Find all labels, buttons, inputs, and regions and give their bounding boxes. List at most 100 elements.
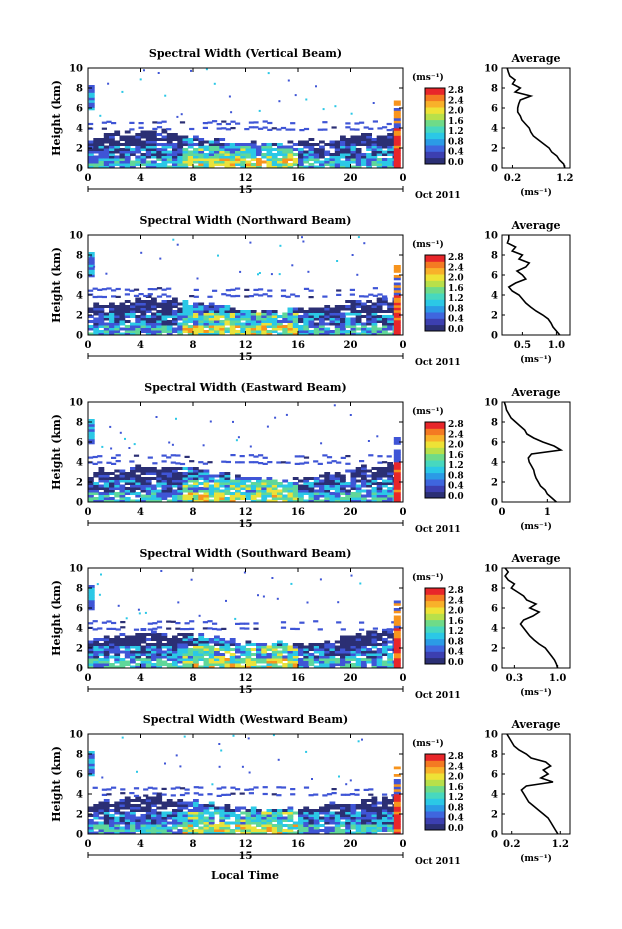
heatmap-cell (205, 68, 208, 71)
heatmap-cell (88, 315, 94, 318)
heatmap-cell (166, 650, 173, 654)
heatmap-cell (224, 816, 231, 820)
heatmap-cell (98, 153, 105, 156)
heatmap-cell (207, 121, 213, 124)
heatmap-cell (135, 305, 142, 308)
heatmap-cell (376, 489, 383, 493)
heatmap-cell (214, 158, 220, 161)
heatmap-cell (393, 120, 401, 124)
x-tick-label: 0 (85, 507, 92, 518)
heatmap-cell (166, 831, 173, 835)
panel-title: Spectral Width (Eastward Beam) (144, 381, 346, 394)
heatmap-cell (371, 322, 378, 326)
heatmap-cell (151, 307, 157, 311)
heatmap-cell (151, 133, 157, 136)
heatmap-cell (235, 660, 241, 664)
heatmap-cell (103, 819, 110, 822)
heatmap-cell (156, 492, 163, 495)
heatmap-cell (382, 819, 388, 822)
heatmap-cell (235, 287, 241, 290)
heatmap-cell (119, 320, 126, 323)
heatmap-cell (387, 499, 393, 503)
heatmap-cell (345, 809, 351, 812)
heatmap-cell (245, 640, 252, 644)
heatmap-cell (214, 640, 220, 644)
heatmap-cell (277, 482, 283, 485)
heatmap-cell (229, 160, 236, 164)
heatmap-cell (114, 653, 121, 656)
heatmap-cell (387, 143, 393, 146)
heatmap-cell (245, 148, 252, 151)
heatmap-cell (98, 145, 105, 149)
heatmap-cell (376, 643, 383, 646)
heatmap-cell (287, 492, 294, 495)
heatmap-cell (208, 332, 215, 336)
heatmap-cell (124, 640, 131, 644)
heatmap-cell (345, 484, 351, 488)
heatmap-cell (88, 102, 95, 106)
heatmap-cell (198, 312, 205, 316)
heatmap-cell (135, 655, 142, 659)
heatmap-cell (166, 472, 173, 475)
heatmap-cell (382, 158, 388, 161)
heatmap-cell (172, 310, 178, 313)
heatmap-cell (303, 816, 310, 820)
heatmap-cell (350, 653, 357, 656)
colorbar-tick-label: 1.2 (448, 127, 464, 137)
heatmap-cell (109, 640, 115, 644)
heatmap-cell (393, 155, 401, 159)
heatmap-cell (193, 799, 199, 802)
heatmap-cell (261, 655, 268, 659)
heatmap-cell (382, 484, 388, 488)
heatmap-cell (193, 645, 199, 649)
heatmap-cell (235, 819, 241, 822)
heatmap-cell (135, 143, 142, 146)
heatmap-cell (355, 816, 362, 820)
heatmap-cell (256, 165, 262, 169)
heatmap-cell (329, 143, 336, 146)
heatmap-cell (187, 467, 194, 470)
heatmap-cell (114, 317, 121, 321)
heatmap-cell (277, 811, 283, 815)
heatmap-cell (355, 327, 362, 331)
heatmap-cell (355, 640, 362, 644)
heatmap-cell (319, 148, 325, 151)
heatmap-cell (393, 322, 401, 326)
heatmap-cell (130, 635, 136, 639)
heatmap-cell (240, 492, 247, 495)
heatmap-cell (214, 479, 220, 483)
heatmap-cell (345, 492, 351, 495)
heatmap-cell (361, 163, 367, 166)
heatmap-cell (350, 658, 357, 661)
heatmap-cell (133, 628, 140, 631)
heatmap-cell (345, 821, 351, 825)
heatmap-cell (345, 153, 351, 156)
heatmap-cell (334, 472, 341, 475)
heatmap-cell (88, 426, 95, 430)
heatmap-cell (393, 330, 401, 333)
heatmap-cell (319, 660, 325, 664)
colorbar-swatch (425, 274, 445, 281)
heatmap-cell (114, 145, 121, 149)
heatmap-cell (135, 322, 142, 326)
heatmap-cell (240, 479, 247, 483)
heatmap-cell (177, 665, 184, 669)
heatmap-cell (345, 660, 351, 664)
heatmap-cell (208, 165, 215, 169)
heatmap-cell (393, 103, 401, 106)
heatmap-cell (145, 325, 152, 328)
heatmap-cell (307, 270, 310, 273)
heatmap-cell (207, 295, 213, 298)
heatmap-cell (98, 645, 105, 649)
heatmap-cell (368, 788, 374, 791)
heatmap-cell (319, 474, 325, 478)
heatmap-cell (172, 494, 178, 498)
heatmap-cell (193, 809, 199, 812)
heatmap-cell (140, 665, 147, 669)
heatmap-cell (203, 312, 210, 316)
heatmap-cell (261, 645, 268, 649)
heatmap-cell (119, 487, 126, 490)
heatmap-cell (151, 305, 157, 308)
heatmap-cell (393, 474, 401, 478)
heatmap-cell (103, 305, 110, 308)
